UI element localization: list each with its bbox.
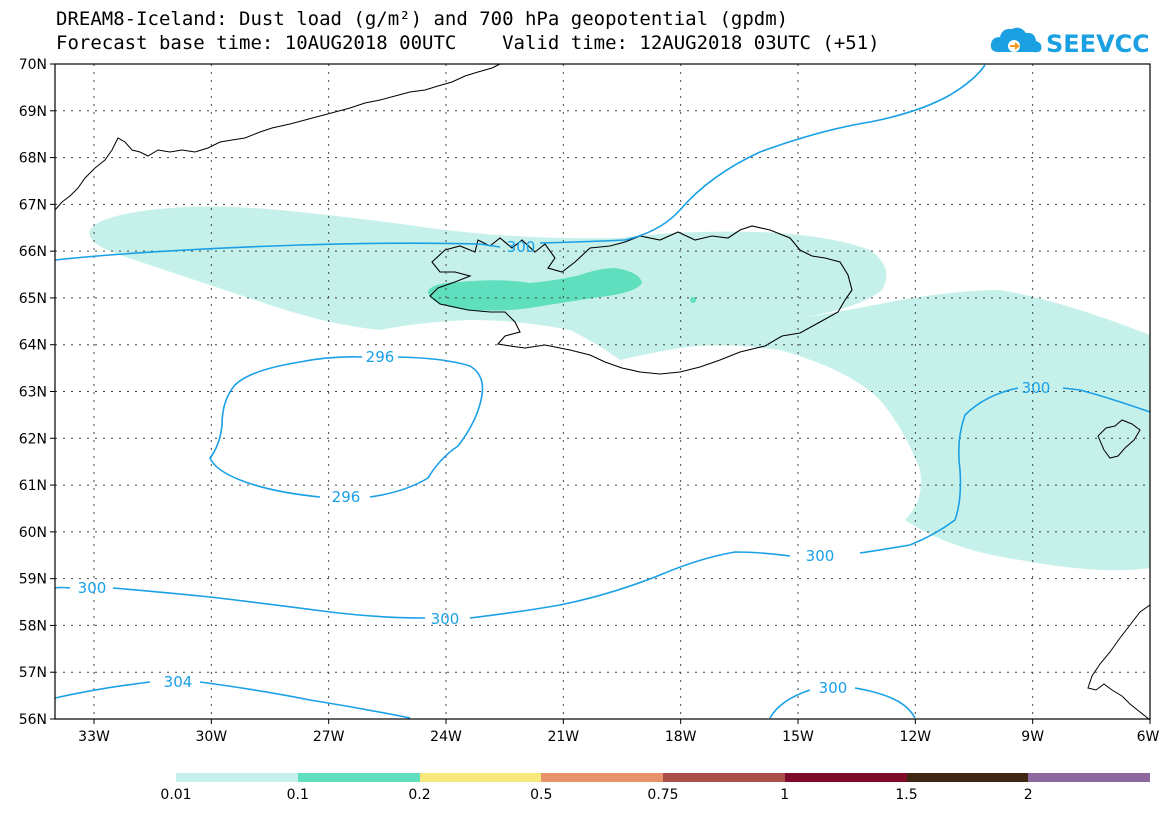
- longitude-labels: 33W 30W 27W 24W 21W 18W 15W 12W 9W 6W: [78, 729, 1159, 745]
- colorbar-segment: [784, 773, 907, 782]
- axis-ticks: [50, 63, 1151, 724]
- dust-area-light: [89, 206, 1150, 571]
- colorbar-label: 2: [1023, 787, 1033, 803]
- colorbar-segment: [419, 773, 542, 782]
- lat-label: 60N: [19, 525, 47, 541]
- contour-300-iceland: [54, 64, 986, 261]
- colorbar: [176, 773, 1150, 782]
- contour-label-mid-west: 300: [78, 579, 107, 597]
- lat-label: 56N: [19, 712, 47, 728]
- contour-304: [54, 681, 411, 719]
- lat-label: 64N: [19, 338, 47, 354]
- lon-label: 30W: [195, 729, 227, 745]
- geopotential-contours: [54, 64, 1151, 719]
- colorbar-label: 1.5: [895, 787, 918, 803]
- dust-area-medium: [428, 268, 642, 311]
- lon-label: 33W: [78, 729, 110, 745]
- colorbar-label: 0.75: [647, 787, 679, 803]
- cloud-icon: [990, 27, 1042, 53]
- dust-map: 300 296 296 300 300 300 300 304 300 70N 6…: [19, 57, 1160, 745]
- contour-label-iceland: 300: [507, 238, 536, 256]
- colorbar-label: 0.01: [160, 787, 192, 803]
- contour-label-southwest: 304: [164, 673, 193, 691]
- contour-296-low: [209, 356, 484, 498]
- lon-label: 15W: [782, 729, 814, 745]
- lat-label: 63N: [19, 385, 47, 401]
- contour-label-low-bottom: 296: [332, 488, 361, 506]
- lat-label: 66N: [19, 244, 47, 260]
- contour-label-east: 300: [1022, 379, 1051, 397]
- latitude-labels: 70N 69N 68N 67N 66N 65N 64N 63N 62N 61N 60N 59N 58N 5…: [19, 57, 47, 728]
- contour-300-west: [54, 586, 426, 619]
- contour-labels: 300 296 296 300 300 300 300 304 300: [78, 238, 1051, 697]
- coastline-scotland: [1087, 604, 1151, 721]
- lon-label: 6W: [1137, 729, 1160, 745]
- lat-label: 61N: [19, 478, 47, 494]
- colorbar-segment: [176, 773, 298, 782]
- colorbar-segment: [541, 773, 663, 782]
- coastline-greenland: [54, 63, 501, 211]
- colorbar-segment: [906, 773, 1029, 782]
- lat-label: 62N: [19, 431, 47, 447]
- lat-label: 68N: [19, 151, 47, 167]
- lat-label: 59N: [19, 572, 47, 588]
- dust-area-medium-spot: [690, 297, 696, 303]
- colorbar-label: 0.5: [530, 787, 553, 803]
- logo-text: SEEVCCC: [1046, 30, 1148, 58]
- lon-label: 9W: [1021, 729, 1044, 745]
- lat-label: 65N: [19, 291, 47, 307]
- contour-label-mid-east: 300: [806, 547, 835, 565]
- lon-label: 21W: [547, 729, 579, 745]
- seevccc-logo: SEEVCCC: [990, 27, 1148, 58]
- colorbar-label: 0.1: [286, 787, 309, 803]
- colorbar-segment: [297, 773, 420, 782]
- contour-label-low-top: 296: [366, 348, 395, 366]
- lon-label: 18W: [665, 729, 697, 745]
- contour-label-south: 300: [819, 679, 848, 697]
- lat-label: 57N: [19, 665, 47, 681]
- colorbar-segment: [1028, 773, 1150, 782]
- coastline-faroe: [1097, 419, 1141, 459]
- colorbar-segment: [663, 773, 785, 782]
- lat-label: 58N: [19, 618, 47, 634]
- lat-label: 67N: [19, 197, 47, 213]
- coastline-iceland: [429, 225, 853, 375]
- contour-300-east: [469, 387, 1151, 619]
- colorbar-label: 1: [780, 787, 790, 803]
- lat-label: 69N: [19, 104, 47, 120]
- map-subtitle: Forecast base time: 10AUG2018 00UTC Vali…: [56, 32, 880, 54]
- colorbar-label: 0.2: [408, 787, 431, 803]
- contour-300-south: [769, 687, 916, 719]
- contour-label-mid-center: 300: [431, 610, 460, 628]
- grid-lines: [55, 64, 1150, 719]
- map-title: DREAM8-Iceland: Dust load (g/m²) and 700…: [56, 8, 789, 30]
- lat-label: 70N: [19, 57, 47, 73]
- lon-label: 24W: [430, 729, 462, 745]
- lon-label: 12W: [899, 729, 931, 745]
- lon-label: 27W: [313, 729, 345, 745]
